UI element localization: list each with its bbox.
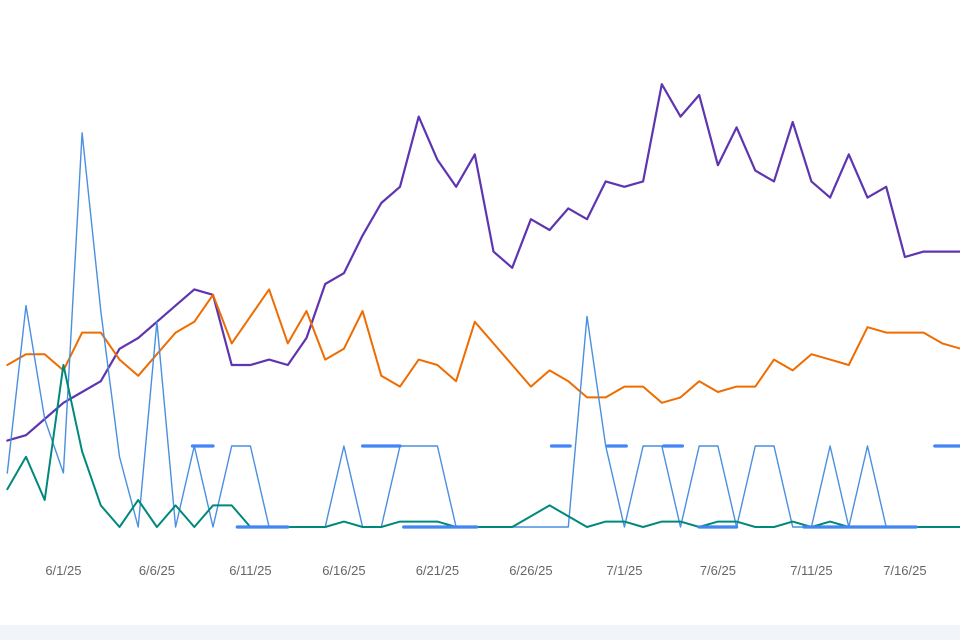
x-tick-label: 7/16/25	[883, 563, 926, 578]
line-chart: 6/1/25 6/6/25 6/11/25 6/16/25 6/21/25 6/26/25…	[6, 83, 960, 578]
x-tick-label: 7/6/25	[700, 563, 736, 578]
series-line-3	[6, 132, 960, 528]
x-tick-label: 6/11/25	[229, 563, 271, 578]
footer-bar	[0, 625, 960, 640]
x-axis-ticks: 6/1/25 6/6/25 6/11/25 6/16/25 6/21/25 6/26/25…	[45, 563, 926, 578]
series-layer	[6, 83, 960, 529]
x-tick-label: 7/1/25	[606, 563, 642, 578]
series-line-2	[6, 288, 960, 404]
x-tick-label: 6/1/25	[45, 563, 81, 578]
x-tick-label: 6/16/25	[322, 563, 365, 578]
x-tick-label: 6/6/25	[139, 563, 175, 578]
series-line-1	[6, 83, 960, 442]
x-tick-label: 6/26/25	[509, 563, 552, 578]
x-tick-label: 6/21/25	[416, 563, 459, 578]
x-tick-label: 7/11/25	[790, 563, 832, 578]
